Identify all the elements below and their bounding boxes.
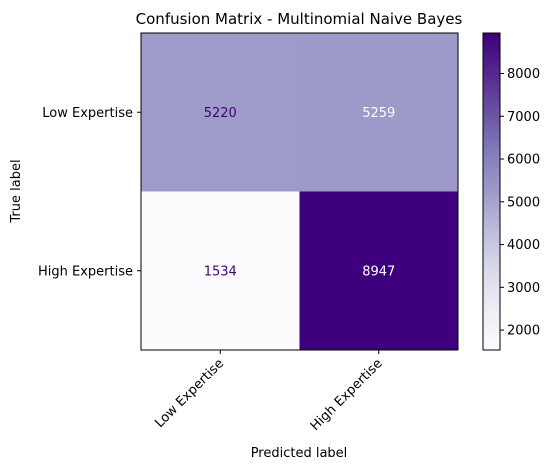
x-axis-label: Predicted label xyxy=(251,446,348,461)
cell-value-0-1: 5259 xyxy=(362,106,395,121)
cell-value-0-0: 5220 xyxy=(204,106,237,121)
heatmap-cell-1-0 xyxy=(141,191,300,351)
x-tick-label: High Expertise xyxy=(308,356,386,434)
heatmap-cell-0-1 xyxy=(299,33,459,192)
y-axis-label: True label xyxy=(9,159,24,223)
chart-title: Confusion Matrix - Multinomial Naive Bay… xyxy=(136,10,463,28)
y-tick-label: Low Expertise xyxy=(42,106,133,121)
colorbar-ticks: 2000 3000 4000 5000 6000 7000 8000 xyxy=(500,67,540,339)
x-axis-ticks: Low Expertise High Expertise xyxy=(152,350,386,434)
colorbar-tick-label: 4000 xyxy=(507,238,540,253)
plot-frame xyxy=(140,32,459,351)
colorbar-tick-label: 3000 xyxy=(507,281,540,296)
colorbar-tick-label: 5000 xyxy=(507,195,540,210)
colorbar-tick-label: 2000 xyxy=(507,324,540,339)
heatmap-cell-0-0 xyxy=(141,33,300,192)
colorbar-tick-label: 7000 xyxy=(507,110,540,125)
colorbar-tick-label: 6000 xyxy=(507,153,540,168)
heatmap-cells xyxy=(141,33,459,351)
y-axis-ticks: Low Expertise High Expertise xyxy=(38,106,141,279)
cell-value-1-1: 8947 xyxy=(362,264,395,279)
colorbar xyxy=(482,32,501,351)
heatmap-cell-1-1 xyxy=(299,191,459,351)
cell-value-1-0: 1534 xyxy=(204,264,237,279)
x-tick-label: Low Expertise xyxy=(152,356,227,431)
colorbar-tick-label: 8000 xyxy=(507,67,540,82)
cell-value-labels: 5220 5259 1534 8947 xyxy=(204,106,396,280)
y-tick-label: High Expertise xyxy=(38,264,133,279)
